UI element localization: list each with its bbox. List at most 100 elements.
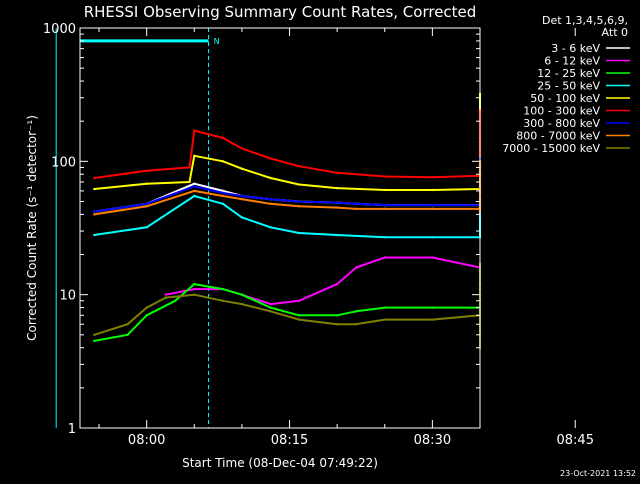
- data-point: [240, 167, 244, 170]
- data-point: [354, 266, 358, 269]
- data-point: [240, 194, 244, 198]
- data-point: [193, 194, 196, 198]
- x-tick-label: 08:30: [414, 433, 451, 448]
- y-tick-label: 100: [51, 155, 76, 170]
- data-point: [188, 166, 191, 169]
- x-tick-label: 08:45: [557, 433, 594, 448]
- data-point: [240, 216, 244, 219]
- data-point: [145, 202, 148, 206]
- data-point: [221, 191, 225, 195]
- legend-entry-label: 50 - 100 keV: [530, 92, 600, 105]
- legend-entry-label: 6 - 12 keV: [544, 55, 600, 68]
- data-point: [145, 306, 148, 309]
- data-point: [164, 296, 167, 299]
- data-point: [93, 213, 96, 216]
- data-point: [145, 205, 148, 208]
- legend-entry-label: 7000 - 15000 keV: [502, 142, 600, 155]
- data-point: [335, 282, 339, 286]
- data-point: [269, 176, 272, 180]
- data-point: [126, 333, 129, 337]
- data-point: [297, 299, 301, 302]
- legend-entry-label: 3 - 6 keV: [551, 42, 600, 55]
- data-point: [240, 147, 244, 150]
- data-point: [93, 333, 96, 337]
- data-point: [164, 293, 167, 296]
- timestamp: 23-Oct-2021 13:52: [560, 469, 636, 478]
- data-point: [221, 202, 225, 206]
- y-tick-label: 10: [59, 289, 76, 304]
- data-point: [193, 282, 196, 286]
- data-point: [269, 310, 272, 313]
- data-point: [240, 197, 244, 201]
- data-point: [221, 287, 225, 291]
- x-tick-label: 08:00: [128, 433, 165, 448]
- data-point: [297, 205, 301, 208]
- data-point: [145, 314, 148, 317]
- data-point: [383, 256, 386, 259]
- night-intervals: N: [55, 28, 220, 428]
- data-point: [431, 176, 434, 179]
- data-point: [335, 323, 339, 326]
- data-point: [335, 171, 339, 175]
- y-tick-label: 1000: [43, 22, 76, 37]
- data-point: [193, 182, 196, 185]
- data-point: [431, 207, 434, 211]
- data-point: [221, 194, 225, 198]
- legend-entry-label: 100 - 300 keV: [523, 105, 600, 118]
- data-point: [193, 154, 196, 158]
- data-point: [93, 187, 96, 191]
- legend-entry-label: 12 - 25 keV: [537, 67, 600, 80]
- data-point: [354, 310, 358, 313]
- data-point: [269, 202, 272, 206]
- data-point: [383, 235, 386, 239]
- data-point: [193, 185, 196, 188]
- data-point: [297, 318, 301, 321]
- data-point: [221, 136, 225, 140]
- data-point: [383, 175, 386, 178]
- data-point: [335, 314, 339, 317]
- data-point: [335, 186, 339, 190]
- data-point: [188, 180, 191, 184]
- legend-entry-label: 800 - 7000 keV: [516, 130, 600, 143]
- data-point: [93, 176, 96, 180]
- data-point: [335, 201, 339, 204]
- data-point: [145, 169, 148, 172]
- data-point: [193, 293, 196, 296]
- data-point: [193, 287, 196, 291]
- data-point: [269, 226, 272, 229]
- data-point: [269, 302, 272, 306]
- data-point: [174, 299, 177, 302]
- data-point: [193, 189, 196, 193]
- x-tick-label: 08:15: [271, 433, 308, 448]
- plot-frame: [79, 27, 481, 429]
- x-axis-label: Start Time (08-Dec-04 07:49:22): [182, 456, 378, 470]
- data-point: [221, 160, 225, 163]
- data-point: [354, 202, 358, 206]
- data-point: [297, 314, 301, 317]
- data-point: [335, 233, 339, 237]
- data-point: [335, 206, 339, 209]
- data-point: [269, 197, 272, 201]
- data-point: [383, 318, 386, 321]
- legend-entry-label: 300 - 800 keV: [523, 117, 600, 130]
- data-point: [383, 203, 386, 207]
- data-point: [297, 164, 301, 168]
- data-point: [354, 207, 358, 211]
- data-point: [93, 210, 96, 213]
- data-point: [383, 306, 386, 309]
- data-point: [221, 299, 225, 302]
- data-point: [431, 235, 434, 239]
- data-point: [93, 233, 96, 237]
- data-point: [145, 182, 148, 185]
- legend-header: Det 1,3,4,5,6,9,: [542, 14, 628, 27]
- legend-entry-label: 25 - 50 keV: [537, 80, 600, 93]
- night-label: N: [214, 37, 220, 46]
- data-point: [126, 323, 129, 326]
- data-point: [431, 318, 434, 321]
- data-point: [354, 323, 358, 326]
